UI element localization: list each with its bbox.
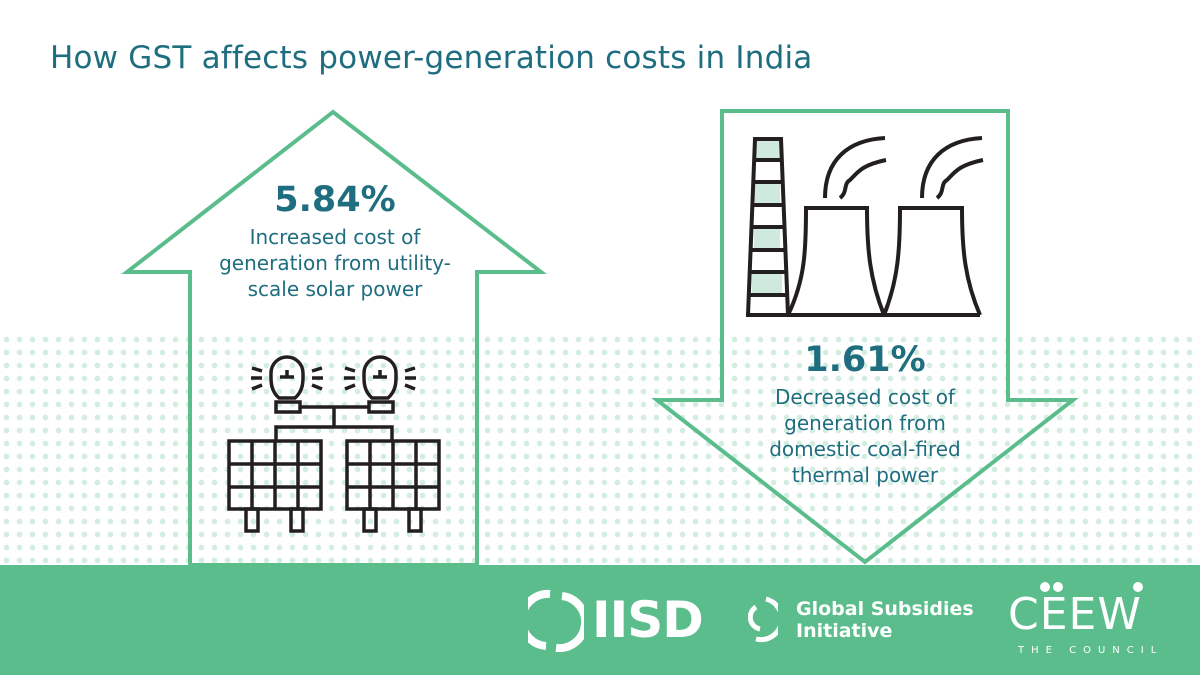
- iisd-logo-text: IISD: [592, 591, 704, 649]
- thermal-power-plant-icon: [745, 136, 984, 317]
- page-title: How GST affects power-generation costs i…: [50, 40, 813, 76]
- lightbulb-icon: [251, 355, 323, 414]
- lightbulb-icon: [344, 355, 416, 414]
- dotted-background-band: [0, 333, 1200, 565]
- solar-panel-icon: [345, 439, 441, 533]
- solar-cost-block: 5.84% Increased cost of generation from …: [215, 180, 455, 302]
- down-arrow: [651, 109, 1079, 565]
- solar-panels-lightbulbs-icon: [227, 355, 441, 533]
- coal-cost-description: Decreased cost of generation from domest…: [769, 385, 961, 487]
- ceew-tagline: THE COUNCIL: [1018, 645, 1164, 656]
- solar-cost-description: Increased cost of generation from utilit…: [219, 225, 451, 301]
- gsi-logo-text-line1: Global Subsidies: [796, 598, 974, 620]
- coal-cost-block: 1.61% Decreased cost of generation from …: [755, 340, 975, 488]
- footer-logo-bar: IISD Global Subsidies Initiative CEEW TH…: [0, 565, 1200, 675]
- gsi-logo-text-line2: Initiative: [796, 620, 893, 642]
- coal-cost-change-value: 1.61%: [804, 340, 926, 380]
- solar-panel-icon: [227, 439, 323, 533]
- solar-cost-change-value: 5.84%: [274, 180, 396, 220]
- ceew-logo-text: CEEW: [1008, 589, 1142, 640]
